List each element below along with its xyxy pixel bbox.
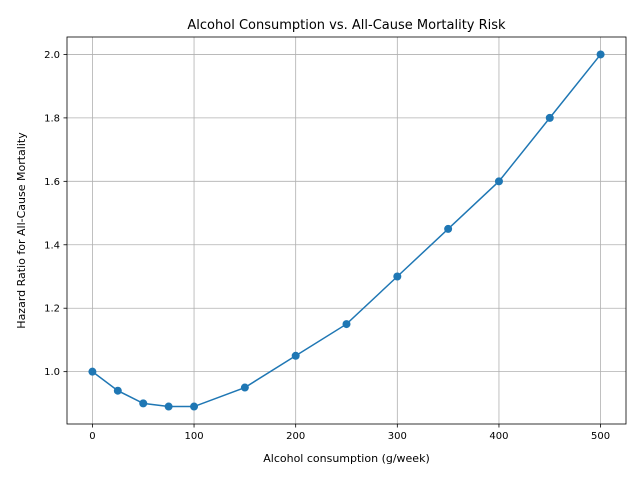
y-tick-label: 1.6 xyxy=(44,177,60,188)
data-point xyxy=(88,367,97,376)
data-point xyxy=(545,113,554,122)
data-point xyxy=(113,386,122,395)
series xyxy=(88,50,605,411)
y-tick-label: 1.2 xyxy=(44,304,60,315)
x-axis-label: Alcohol consumption (g/week) xyxy=(263,452,430,465)
data-point xyxy=(393,272,402,281)
grid xyxy=(67,37,626,424)
data-point xyxy=(444,224,453,233)
data-point xyxy=(342,320,351,329)
data-point xyxy=(240,383,249,392)
axis-ticks: 0 100 200 300 400 500 1.0 1.2 1.4 1.6 1.8 2.0 xyxy=(44,50,610,442)
x-tick-label: 200 xyxy=(286,431,305,442)
y-tick-label: 2.0 xyxy=(44,50,60,61)
y-axis-label: Hazard Ratio for All-Cause Mortality xyxy=(15,132,28,329)
data-point xyxy=(164,402,173,411)
y-tick-label: 1.8 xyxy=(44,113,60,124)
plot-frame xyxy=(66,36,627,425)
series-line xyxy=(91,53,602,408)
data-point xyxy=(139,399,148,408)
chart-title: Alcohol Consumption vs. All-Cause Mortal… xyxy=(187,18,506,33)
x-tick-label: 500 xyxy=(591,431,610,442)
data-point xyxy=(494,177,503,186)
y-tick-label: 1.0 xyxy=(44,367,60,378)
data-point xyxy=(596,50,605,59)
y-tick-label: 1.4 xyxy=(44,240,60,251)
x-tick-label: 300 xyxy=(388,431,407,442)
data-point xyxy=(291,351,300,360)
x-tick-label: 100 xyxy=(184,431,203,442)
x-tick-label: 400 xyxy=(489,431,508,442)
x-tick-label: 0 xyxy=(89,431,95,442)
data-point xyxy=(190,402,199,411)
